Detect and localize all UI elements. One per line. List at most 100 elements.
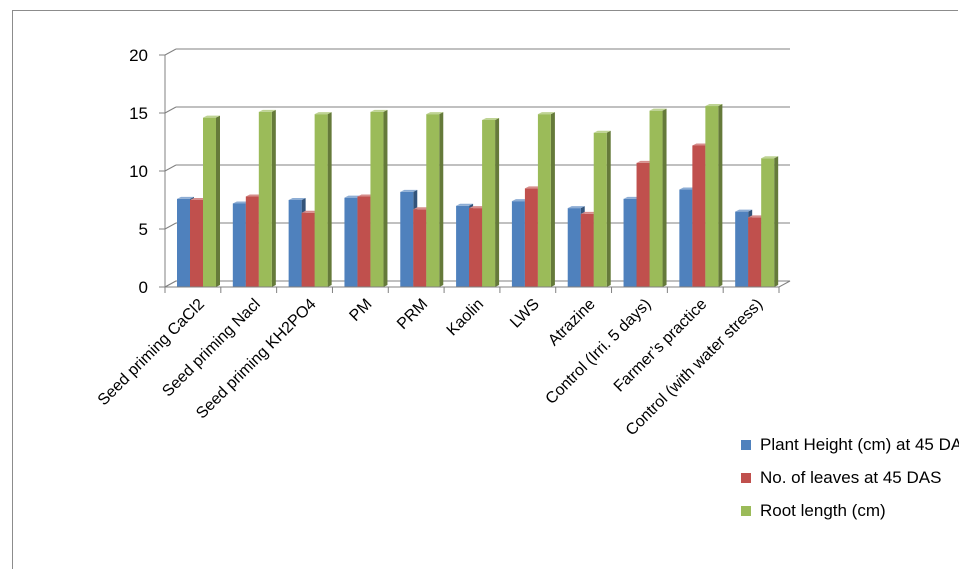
x-tick-label: Kaolin	[444, 296, 487, 339]
bar-leaves-top	[357, 194, 375, 197]
x-tick-label: Farmer’s practice	[611, 296, 711, 396]
bar-root-length	[537, 114, 551, 287]
bar-root-length-top	[649, 108, 667, 111]
bar-root-length	[705, 106, 719, 287]
bar-root-length-side	[383, 109, 388, 287]
chart-frame	[12, 10, 958, 569]
legend-label-plant-height: Plant Height (cm) at 45 DAS	[760, 435, 959, 454]
bar-leaves	[580, 213, 594, 287]
bar-root-length-side	[271, 109, 276, 287]
bar-root-length	[761, 158, 775, 287]
legend-swatch-leaves	[741, 473, 751, 483]
bar-leaves-top	[245, 194, 263, 197]
bar-plant-height	[567, 208, 581, 287]
bar-root-length	[426, 114, 440, 287]
y-tick-label: 5	[139, 220, 148, 239]
bar-leaves	[692, 145, 706, 287]
bar-plant-height	[679, 189, 693, 287]
bar-root-length-top	[482, 117, 500, 120]
x-tick-label: PM	[346, 296, 375, 325]
bar-plant-height	[288, 200, 302, 287]
bar-plant-height	[344, 197, 358, 287]
bar-leaves-top	[301, 210, 319, 213]
bar-plant-height-top	[232, 201, 250, 204]
bar-leaves	[245, 196, 259, 287]
bar-plant-height-top	[288, 198, 306, 200]
bar-plant-height	[400, 191, 414, 287]
bar-root-length	[482, 119, 496, 288]
bar-root-length-side	[495, 117, 500, 288]
bar-plant-height	[456, 205, 470, 287]
bar-plant-height-top	[511, 199, 529, 202]
legend-item-leaves: No. of leaves at 45 DAS	[741, 467, 941, 489]
bar-plant-height-top	[679, 187, 697, 190]
y-tick-label: 20	[129, 46, 148, 65]
bar-plant-height	[735, 211, 749, 287]
legend-swatch-plant-height	[741, 440, 751, 450]
bar-root-length-side	[327, 112, 332, 287]
bar-plant-height	[232, 203, 246, 287]
bar-leaves	[357, 196, 371, 287]
bar-root-length	[649, 110, 663, 288]
bar-root-length-side	[662, 108, 667, 288]
bar-plant-height-top	[400, 189, 418, 192]
bar-root-length	[370, 111, 384, 287]
bar-root-length	[593, 132, 607, 287]
bar-plant-height-top	[567, 206, 585, 209]
bar-root-length	[258, 111, 272, 287]
bar-plant-height-top	[344, 195, 362, 198]
bar-plant-height-top	[177, 196, 194, 199]
bar-root-length-top	[314, 112, 332, 115]
bar-root-length-side	[718, 104, 723, 287]
bar-leaves	[469, 208, 483, 287]
bar-leaves-top	[413, 207, 431, 210]
bar-leaves-top	[524, 186, 542, 189]
bar-leaves	[636, 162, 650, 287]
y-tick-label: 0	[139, 278, 148, 297]
x-tick-label: Seed priming Nacl	[159, 296, 263, 400]
bar-root-length	[203, 117, 216, 287]
x-tick-label: LWS	[507, 296, 543, 332]
bar-leaves	[413, 209, 427, 287]
bar-leaves-top	[469, 206, 487, 209]
x-tick-label: PRM	[394, 296, 431, 333]
bar-leaves	[190, 200, 203, 287]
gridline-side	[164, 164, 177, 172]
bar-root-length-side	[606, 130, 611, 287]
bar-plant-height	[511, 201, 525, 287]
legend-label-root-length: Root length (cm)	[760, 501, 886, 520]
bar-leaves	[748, 217, 762, 287]
legend-item-plant-height: Plant Height (cm) at 45 DAS	[741, 434, 959, 456]
bar-leaves-top	[692, 143, 710, 146]
bar-root-length-side	[774, 156, 779, 287]
bar-root-length-top	[537, 112, 555, 115]
bar-leaves	[524, 188, 538, 287]
gridline-side	[164, 222, 177, 230]
bar-root-length-top	[705, 104, 723, 107]
bar-leaves-top	[636, 160, 654, 163]
bar-leaves-top	[580, 211, 598, 214]
bar-plant-height-top	[623, 196, 641, 199]
bar-root-length-top	[203, 115, 220, 118]
bar-plant-height-top	[735, 209, 753, 212]
bar-root-length	[314, 114, 328, 287]
bar-plant-height	[623, 198, 637, 287]
x-tick-label: Control (Irri. 5 days)	[543, 296, 655, 408]
bar-root-length-top	[370, 109, 388, 112]
bar-root-length-top	[761, 156, 779, 159]
legend-swatch-root-length	[741, 506, 751, 516]
bar-leaves-top	[748, 215, 766, 218]
legend-item-root-length: Root length (cm)	[741, 500, 886, 522]
gridline-side	[164, 106, 177, 114]
bar-root-length-top	[593, 130, 611, 133]
bar-root-length-side	[550, 112, 555, 287]
bar-root-length-side	[439, 112, 444, 287]
bar-leaves-top	[190, 198, 207, 200]
bar-root-length-top	[258, 109, 276, 112]
legend-label-leaves: No. of leaves at 45 DAS	[760, 468, 942, 487]
gridline-side	[164, 48, 177, 56]
x-tick-label: Seed priming CaCl2	[95, 296, 208, 409]
bar-plant-height-top	[456, 203, 474, 206]
bar-plant-height	[177, 198, 190, 287]
